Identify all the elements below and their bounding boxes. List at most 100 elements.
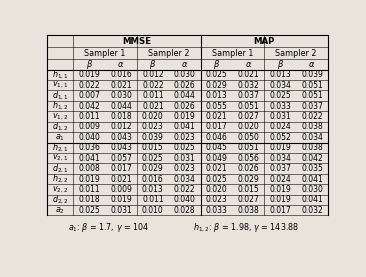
Text: 0.011: 0.011 [142, 195, 164, 204]
Text: 0.055: 0.055 [206, 102, 228, 111]
Text: 0.046: 0.046 [206, 133, 228, 142]
Text: 0.040: 0.040 [174, 195, 196, 204]
Text: 0.025: 0.025 [78, 206, 100, 215]
Text: 0.043: 0.043 [110, 143, 132, 152]
Text: $\beta$: $\beta$ [149, 58, 156, 71]
Text: 0.045: 0.045 [206, 143, 228, 152]
Text: 0.036: 0.036 [78, 143, 100, 152]
Text: $v_{2,2}$: $v_{2,2}$ [52, 184, 68, 194]
Text: 0.015: 0.015 [238, 185, 259, 194]
Text: $d_{2,2}$: $d_{2,2}$ [52, 194, 68, 206]
Text: $\alpha$: $\alpha$ [181, 60, 188, 69]
Text: 0.051: 0.051 [238, 143, 259, 152]
Text: $h_{1,2}$: $h_{1,2}$ [52, 100, 68, 112]
Text: 0.007: 0.007 [78, 91, 100, 100]
Text: 0.034: 0.034 [269, 154, 291, 163]
Text: 0.009: 0.009 [110, 185, 132, 194]
Text: 0.021: 0.021 [142, 102, 164, 111]
Text: 0.031: 0.031 [269, 112, 291, 121]
Text: 0.026: 0.026 [174, 102, 195, 111]
Text: $v_{1,2}$: $v_{1,2}$ [52, 111, 68, 122]
Text: 0.033: 0.033 [269, 102, 291, 111]
Text: 0.029: 0.029 [238, 175, 259, 183]
Text: 0.057: 0.057 [110, 154, 132, 163]
Text: 0.034: 0.034 [269, 81, 291, 90]
Text: 0.017: 0.017 [110, 164, 132, 173]
Text: MMSE: MMSE [123, 37, 152, 46]
Text: 0.009: 0.009 [78, 122, 100, 131]
Text: 0.012: 0.012 [142, 70, 164, 79]
Text: $\alpha$: $\alpha$ [117, 60, 125, 69]
Text: 0.041: 0.041 [301, 195, 323, 204]
Text: $d_{2,1}$: $d_{2,1}$ [52, 162, 68, 175]
Text: MAP: MAP [254, 37, 275, 46]
Text: 0.030: 0.030 [110, 91, 132, 100]
Text: 0.050: 0.050 [238, 133, 259, 142]
Text: 0.027: 0.027 [238, 195, 259, 204]
Text: 0.019: 0.019 [269, 195, 291, 204]
Text: 0.028: 0.028 [174, 206, 195, 215]
Text: 0.041: 0.041 [301, 175, 323, 183]
Text: 0.041: 0.041 [78, 154, 100, 163]
Text: 0.019: 0.019 [78, 70, 100, 79]
Text: $a_1$: $\beta$ = 1.7, $\gamma$ = 104: $a_1$: $\beta$ = 1.7, $\gamma$ = 104 [68, 221, 150, 234]
Text: 0.016: 0.016 [110, 70, 132, 79]
Text: 0.025: 0.025 [206, 70, 227, 79]
Text: Sampler 1: Sampler 1 [85, 48, 126, 58]
Text: 0.039: 0.039 [301, 70, 323, 79]
Text: 0.044: 0.044 [110, 102, 132, 111]
Text: 0.021: 0.021 [206, 164, 227, 173]
Text: 0.033: 0.033 [206, 206, 228, 215]
Text: $v_{1,1}$: $v_{1,1}$ [52, 80, 68, 90]
Text: 0.018: 0.018 [78, 195, 100, 204]
Text: $\alpha$: $\alpha$ [309, 60, 316, 69]
Text: 0.010: 0.010 [142, 206, 164, 215]
Text: 0.026: 0.026 [238, 164, 259, 173]
Text: 0.024: 0.024 [269, 122, 291, 131]
Text: 0.024: 0.024 [269, 175, 291, 183]
Text: 0.027: 0.027 [238, 112, 259, 121]
Text: $d_{1,1}$: $d_{1,1}$ [52, 89, 68, 102]
Text: 0.020: 0.020 [206, 185, 227, 194]
Text: 0.021: 0.021 [110, 175, 132, 183]
Text: 0.025: 0.025 [269, 91, 291, 100]
Text: 0.035: 0.035 [301, 164, 323, 173]
Text: $d_{1,2}$: $d_{1,2}$ [52, 121, 68, 133]
Text: 0.022: 0.022 [142, 81, 164, 90]
Text: 0.008: 0.008 [78, 164, 100, 173]
Text: 0.012: 0.012 [110, 122, 132, 131]
Text: 0.038: 0.038 [301, 122, 323, 131]
Text: 0.026: 0.026 [174, 81, 195, 90]
Text: 0.023: 0.023 [174, 164, 195, 173]
Text: 0.038: 0.038 [238, 206, 259, 215]
Text: 0.040: 0.040 [78, 133, 100, 142]
Text: 0.025: 0.025 [174, 143, 195, 152]
Text: $a_2$: $a_2$ [55, 205, 65, 216]
Text: 0.038: 0.038 [301, 143, 323, 152]
Text: 0.056: 0.056 [238, 154, 259, 163]
Text: 0.019: 0.019 [174, 112, 195, 121]
Text: 0.017: 0.017 [269, 206, 291, 215]
Text: 0.051: 0.051 [301, 91, 323, 100]
Text: 0.022: 0.022 [78, 81, 100, 90]
Text: 0.049: 0.049 [206, 154, 228, 163]
Text: $h_{2,2}$: $h_{2,2}$ [52, 173, 68, 185]
Text: 0.023: 0.023 [206, 195, 227, 204]
Text: 0.037: 0.037 [238, 91, 259, 100]
Text: 0.051: 0.051 [238, 102, 259, 111]
Text: 0.022: 0.022 [301, 112, 323, 121]
Text: $\alpha$: $\alpha$ [245, 60, 252, 69]
Text: 0.016: 0.016 [142, 175, 164, 183]
Text: 0.019: 0.019 [110, 195, 132, 204]
Text: 0.025: 0.025 [142, 154, 164, 163]
Text: 0.017: 0.017 [206, 122, 227, 131]
Text: 0.030: 0.030 [174, 70, 196, 79]
Text: 0.051: 0.051 [301, 81, 323, 90]
Text: $\beta$: $\beta$ [213, 58, 220, 71]
Text: Sampler 2: Sampler 2 [275, 48, 317, 58]
Text: 0.015: 0.015 [142, 143, 164, 152]
Text: $\beta$: $\beta$ [277, 58, 284, 71]
Text: 0.019: 0.019 [269, 185, 291, 194]
Text: 0.032: 0.032 [301, 206, 323, 215]
Text: 0.013: 0.013 [142, 185, 164, 194]
